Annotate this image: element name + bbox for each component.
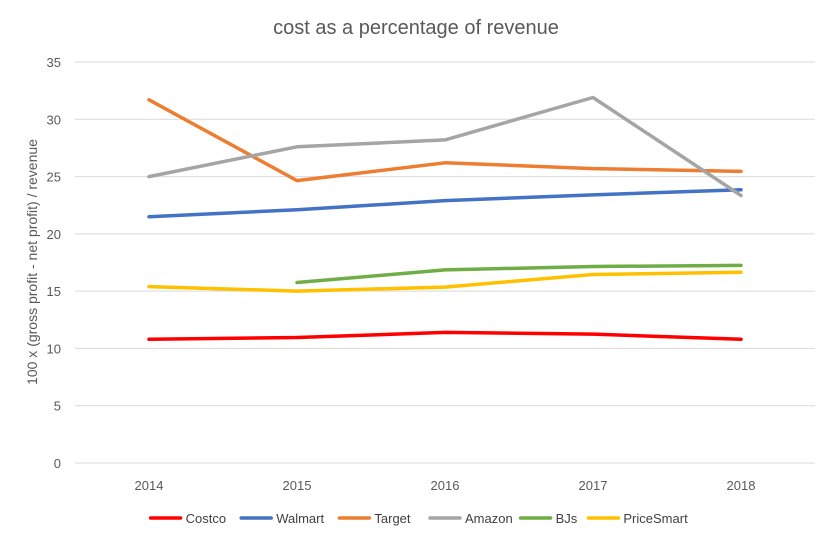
- legend-item-target: Target: [337, 511, 411, 526]
- legend-label: Walmart: [276, 511, 324, 526]
- series-line-target: [147, 98, 743, 183]
- legend-item-walmart: Walmart: [239, 511, 324, 526]
- y-tick-label: 0: [54, 456, 61, 471]
- x-axis-ticks: 2014 2015 2016 2017 2018: [135, 478, 756, 493]
- legend-label: PriceSmart: [623, 511, 688, 526]
- y-tick-label: 35: [47, 55, 61, 70]
- x-tick-label: 2018: [727, 478, 756, 493]
- legend-item-amazon: Amazon: [428, 511, 513, 526]
- legend-item-costco: Costco: [148, 511, 226, 526]
- legend-label: Amazon: [465, 511, 513, 526]
- series-line-pricesmart: [147, 270, 743, 293]
- legend-label: BJs: [556, 511, 578, 526]
- legend-item-pricesmart: PriceSmart: [586, 511, 688, 526]
- legend-item-bjs: BJs: [518, 511, 578, 526]
- series-line-costco: [147, 330, 743, 342]
- series-lines: [147, 95, 743, 342]
- y-axis-label: 100 x (gross profit - net profit) / reve…: [24, 139, 40, 385]
- series-line-bjs: [295, 263, 743, 285]
- y-tick-label: 5: [54, 399, 61, 414]
- x-tick-label: 2016: [431, 478, 460, 493]
- chart-title: cost as a percentage of revenue: [273, 17, 559, 39]
- y-tick-label: 15: [47, 284, 61, 299]
- x-tick-label: 2015: [283, 478, 312, 493]
- series-line-walmart: [147, 187, 743, 219]
- y-tick-label: 20: [47, 227, 61, 242]
- y-tick-label: 10: [47, 341, 61, 356]
- y-tick-label: 25: [47, 170, 61, 185]
- legend-label: Target: [374, 511, 411, 526]
- series-line-amazon: [147, 95, 743, 198]
- y-tick-label: 30: [47, 112, 61, 127]
- x-tick-label: 2014: [135, 478, 164, 493]
- x-tick-label: 2017: [579, 478, 608, 493]
- legend-label: Costco: [186, 511, 226, 526]
- gridlines: [75, 61, 815, 464]
- y-axis-ticks: 0 5 10 15 20 25 30 35: [47, 55, 61, 471]
- legend: Costco Walmart Target Amazon BJs PriceSmart: [148, 511, 688, 526]
